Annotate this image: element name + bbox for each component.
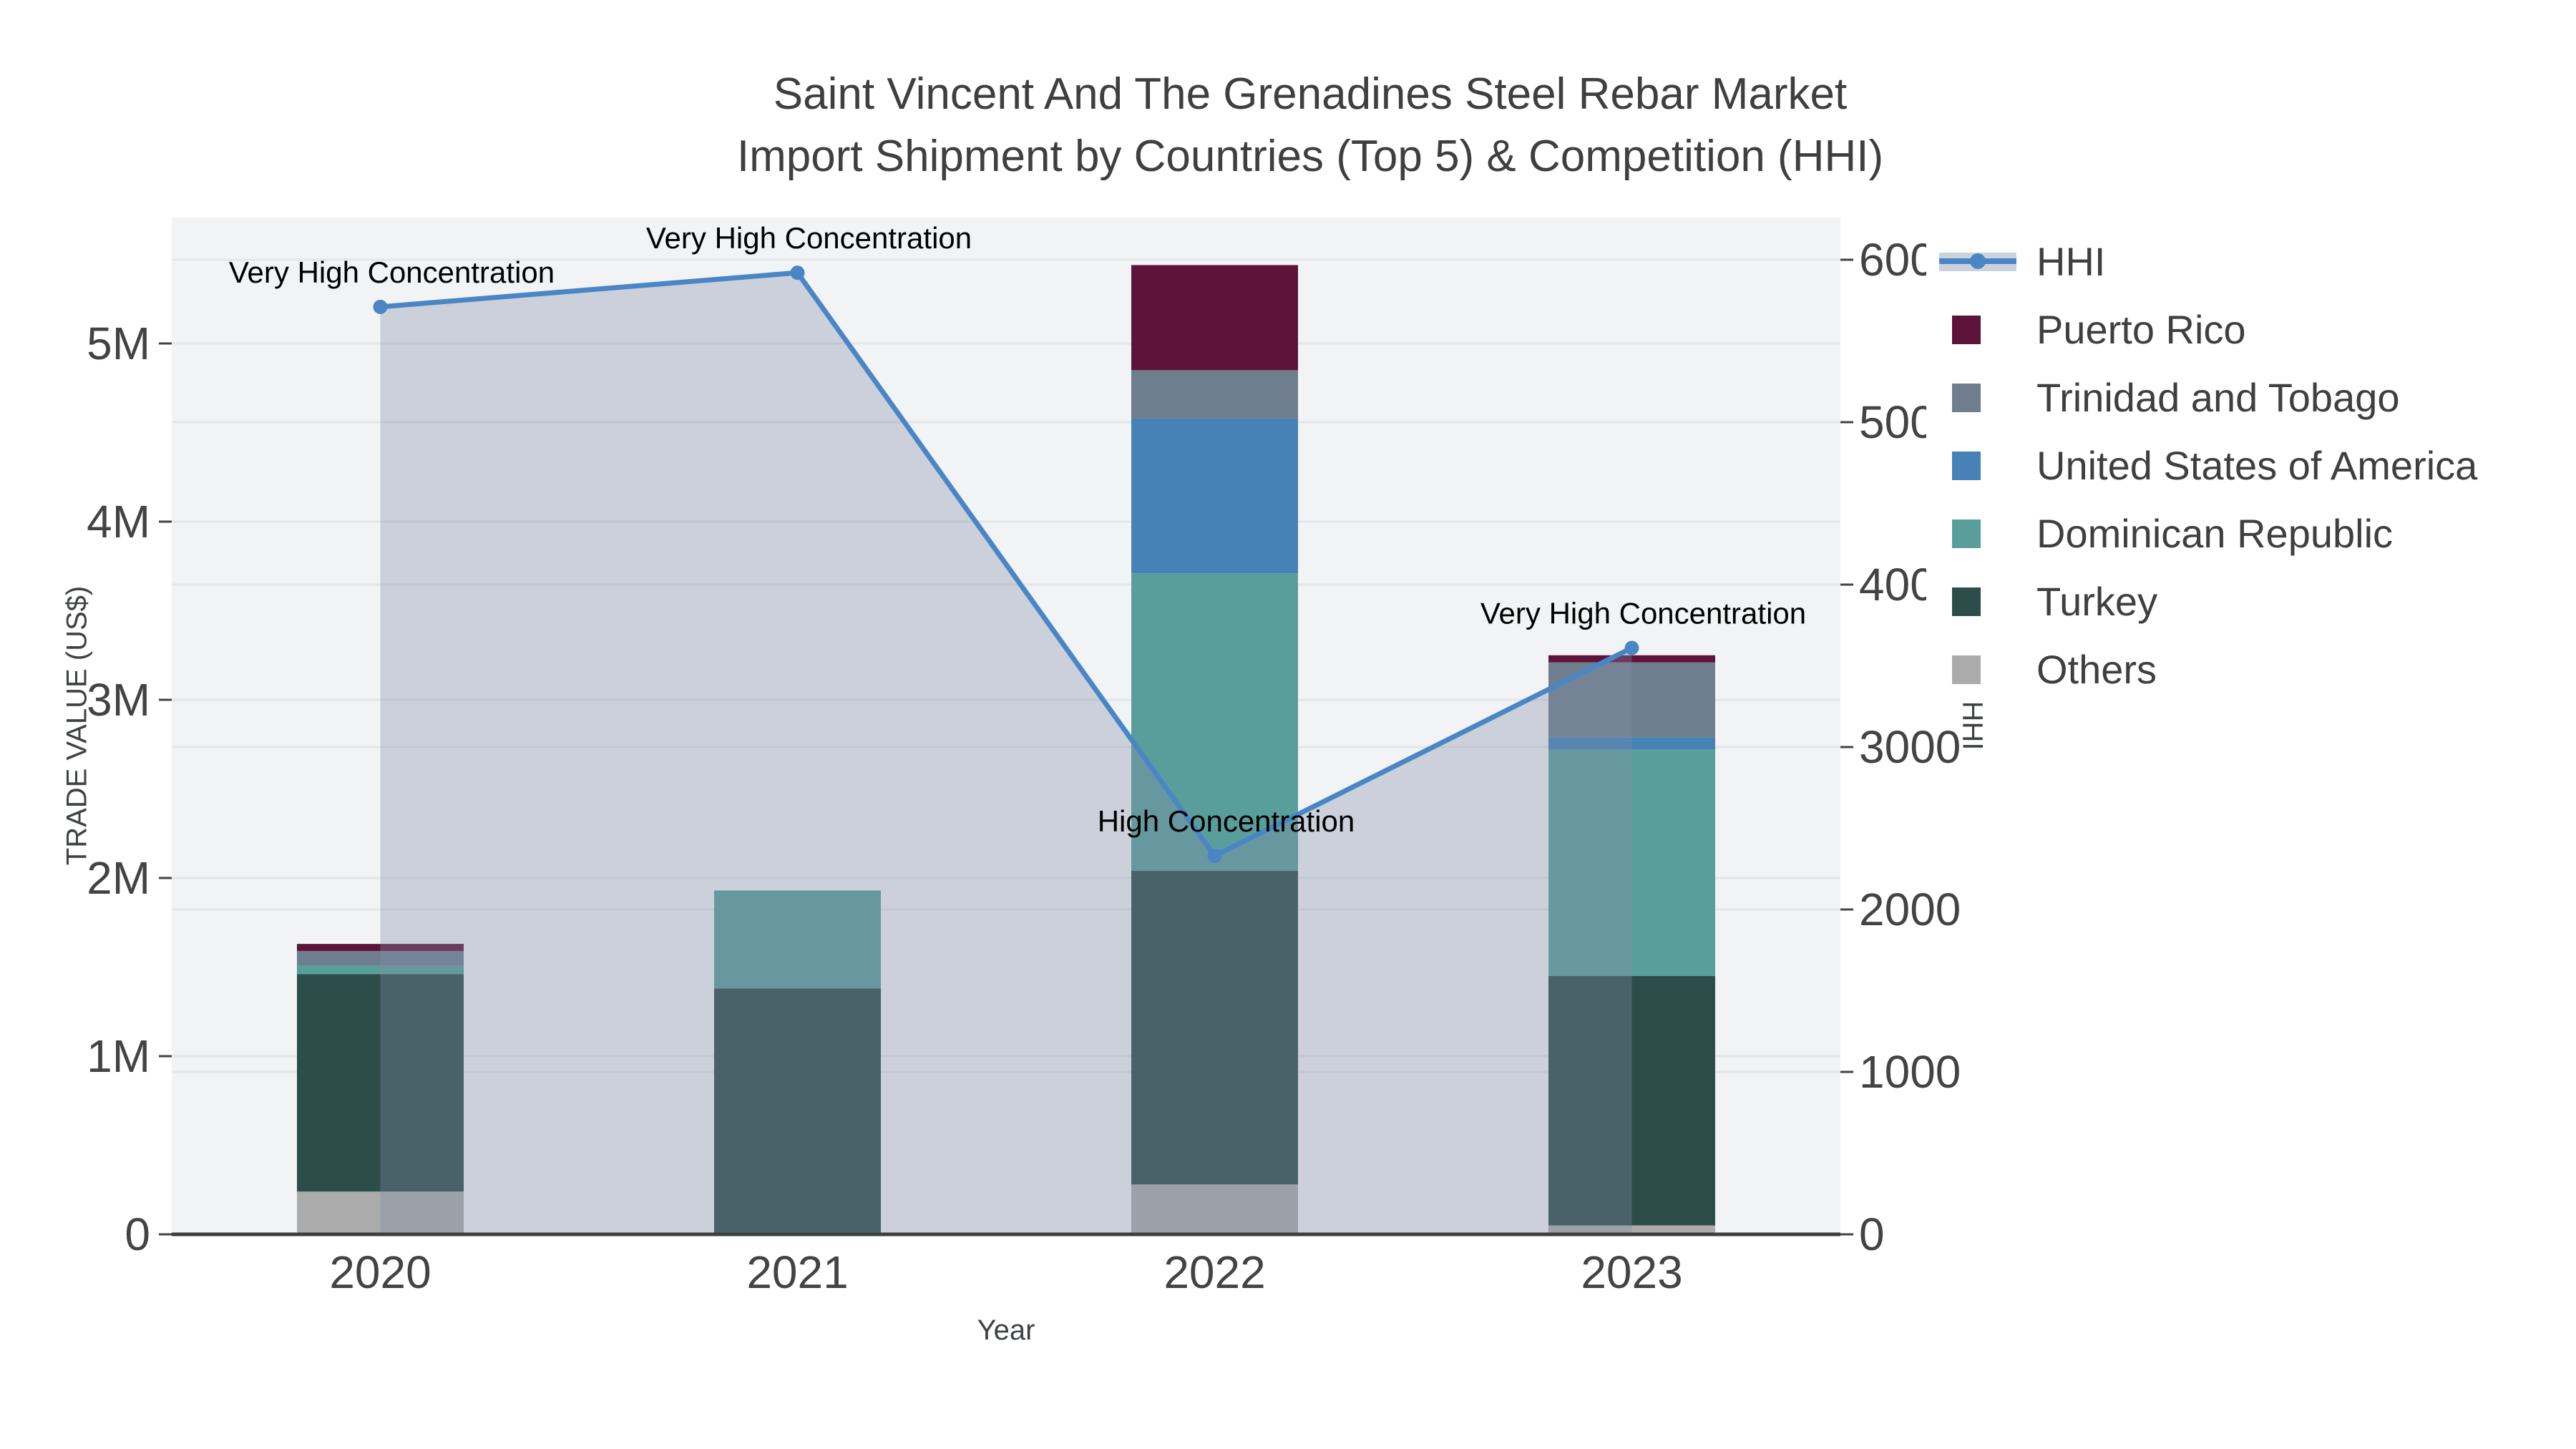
x-tick-label-2022: 2022 <box>1163 1246 1265 1298</box>
bar-segment-trinidad-and-tobago-2020[interactable] <box>297 951 464 966</box>
legend-label: Puerto Rico <box>2036 307 2246 352</box>
bar-segment-puerto-rico-2023[interactable] <box>1548 655 1715 663</box>
bar-segment-united-states-of-america-2022[interactable] <box>1131 418 1298 574</box>
legend-item-puerto-rico[interactable]: Puerto Rico <box>1926 296 2546 364</box>
legend-label: HHI <box>2036 239 2106 284</box>
legend-swatch-holder <box>1938 451 2019 480</box>
bar-segment-united-states-of-america-2023[interactable] <box>1548 737 1715 750</box>
legend-item-trinidad-and-tobago[interactable]: Trinidad and Tobago <box>1926 364 2546 431</box>
chart-title-line2: Import Shipment by Countries (Top 5) & C… <box>736 132 1884 181</box>
legend-swatch-holder <box>1938 383 2019 412</box>
y-tick-label-2: 2M <box>87 852 150 904</box>
bar-segment-turkey-2022[interactable] <box>1131 871 1298 1185</box>
y2-axis-title: HHI <box>1956 701 1989 751</box>
legend: HHI Puerto Rico Trinidad and Tobago United … <box>1926 228 2546 703</box>
legend-swatch-holder <box>1938 519 2019 548</box>
legend-color-swatch <box>1952 519 1981 548</box>
hhi-marker-2022[interactable] <box>1207 849 1222 864</box>
legend-label: Dominican Republic <box>2036 511 2394 556</box>
x-tick-label-2023: 2023 <box>1581 1246 1682 1298</box>
x-tick-label-2021: 2021 <box>746 1246 848 1298</box>
annotation-2021: Very High Concentration <box>646 221 972 255</box>
hhi-marker-2020[interactable] <box>373 299 388 314</box>
legend-swatch-holder <box>1938 587 2019 616</box>
hhi-marker-swatch <box>1970 253 1986 269</box>
y-tick-label-5: 5M <box>87 318 150 369</box>
bar-segment-turkey-2020[interactable] <box>297 974 464 1192</box>
annotation-2023: Very High Concentration <box>1480 597 1806 630</box>
legend-label: Turkey <box>2036 579 2158 624</box>
bar-segment-dominican-republic-2021[interactable] <box>714 890 881 989</box>
legend-swatch-holder <box>1938 315 2019 344</box>
bar-segment-turkey-2023[interactable] <box>1548 975 1715 1226</box>
legend-color-swatch <box>1952 383 1981 412</box>
bar-segment-turkey-2021[interactable] <box>714 988 881 1234</box>
bar-segment-dominican-republic-2023[interactable] <box>1548 749 1715 976</box>
legend-item-united-states-of-america[interactable]: United States of America <box>1926 431 2546 499</box>
y2-tick-label-2000: 2000 <box>1859 884 1961 935</box>
legend-label: Others <box>2036 647 2157 692</box>
legend-swatch-holder <box>1938 655 2019 684</box>
x-tick-label-2020: 2020 <box>329 1246 431 1298</box>
legend-label: United States of America <box>2036 443 2478 488</box>
bar-segment-dominican-republic-2022[interactable] <box>1131 573 1298 872</box>
legend-item-dominican-republic[interactable]: Dominican Republic <box>1926 499 2546 567</box>
legend-label: Trinidad and Tobago <box>2036 375 2400 420</box>
y2-tick-label-1000: 1000 <box>1859 1046 1961 1098</box>
legend-item-others[interactable]: Others <box>1926 635 2546 703</box>
bar-segment-trinidad-and-tobago-2022[interactable] <box>1131 370 1298 419</box>
bar-segment-puerto-rico-2020[interactable] <box>297 944 464 952</box>
hhi-line-sample-icon <box>1939 251 2016 273</box>
chart-title-line1: Saint Vincent And The Grenadines Steel R… <box>773 69 1848 119</box>
y-axis-title: TRADE VALUE (US$) <box>61 585 93 866</box>
chart-title: Saint Vincent And The Grenadines Steel R… <box>737 63 1883 187</box>
y-tick-label-3: 3M <box>87 674 150 726</box>
hhi-marker-2021[interactable] <box>790 265 805 280</box>
legend-color-swatch <box>1952 315 1981 344</box>
legend-swatch-holder <box>1938 251 2019 273</box>
hhi-marker-2023[interactable] <box>1624 640 1639 655</box>
x-axis-title: Year <box>977 1314 1035 1346</box>
hhi-area <box>380 273 1632 1234</box>
annotation-2020: Very High Concentration <box>229 255 555 289</box>
y2-tick-label-0: 0 <box>1859 1209 1885 1260</box>
bar-segment-others-2020[interactable] <box>297 1191 464 1234</box>
legend-color-swatch <box>1952 451 1981 480</box>
y-tick-label-1: 1M <box>87 1030 150 1082</box>
bar-segment-puerto-rico-2022[interactable] <box>1131 265 1298 371</box>
legend-color-swatch <box>1952 587 1981 616</box>
legend-item-hhi[interactable]: HHI <box>1926 228 2546 296</box>
annotation-2022: High Concentration <box>1098 804 1355 838</box>
hhi-line <box>380 270 1634 859</box>
legend-color-swatch <box>1952 655 1981 684</box>
y-tick-label-4: 4M <box>87 496 150 547</box>
bar-segment-others-2023[interactable] <box>1548 1225 1715 1234</box>
legend-item-turkey[interactable]: Turkey <box>1926 567 2546 635</box>
bar-segment-others-2022[interactable] <box>1131 1184 1298 1234</box>
bar-segment-dominican-republic-2020[interactable] <box>297 965 464 975</box>
y2-tick-label-3000: 3000 <box>1859 721 1961 773</box>
y-tick-label-0: 0 <box>125 1209 150 1260</box>
